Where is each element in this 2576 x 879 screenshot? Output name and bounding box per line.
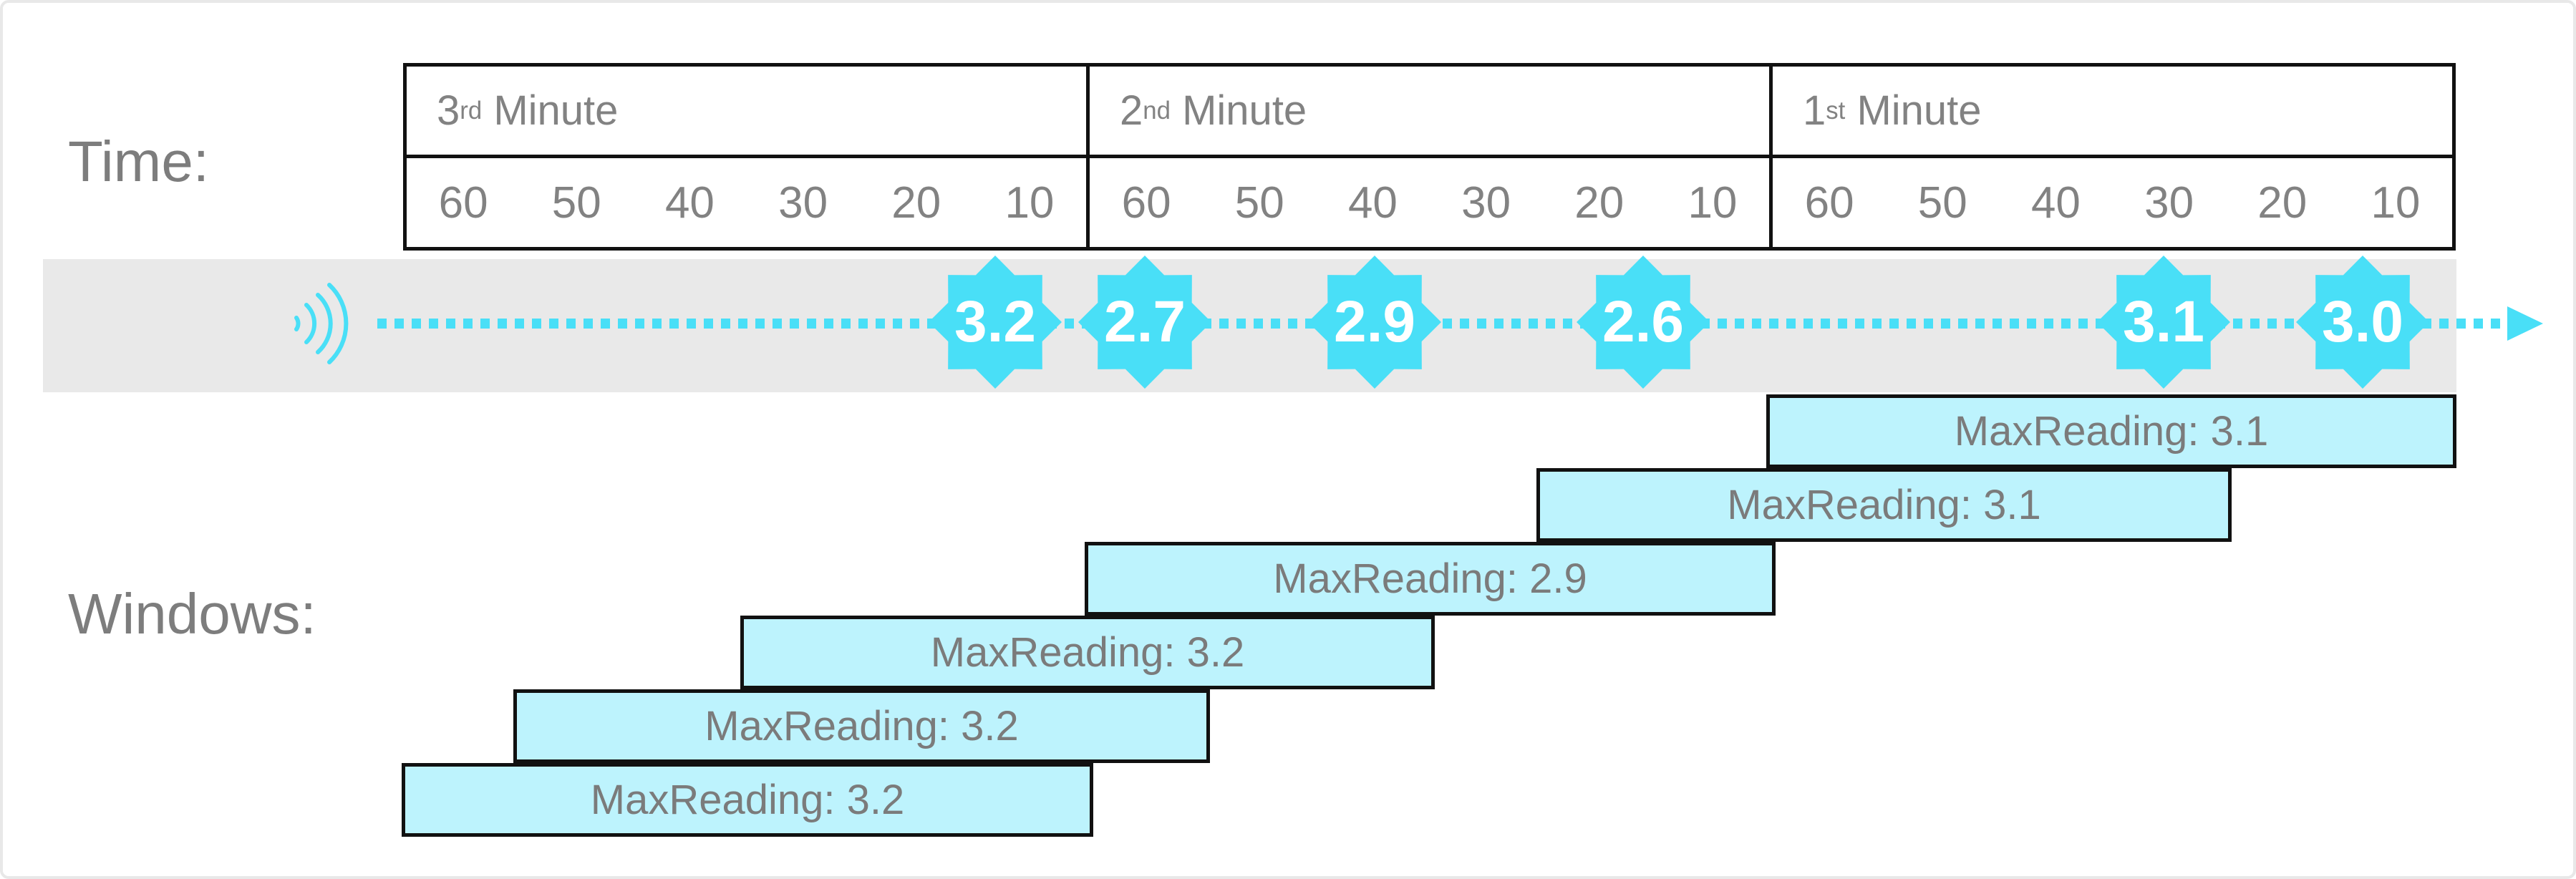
minute-word: Minute [482, 87, 619, 134]
tick-label: 20 [1574, 178, 1624, 228]
event-star: 2.9 [1308, 256, 1441, 389]
tick-label: 10 [1004, 178, 1055, 228]
window-bar: MaxReading: 3.1 [1536, 468, 2232, 542]
window-max-reading-label: MaxReading: 3.1 [1954, 408, 2269, 455]
minute-word: Minute [1845, 87, 1982, 134]
tick-label: 20 [2257, 178, 2308, 228]
tick-label: 40 [664, 178, 715, 228]
tick-label: 50 [1234, 178, 1284, 228]
window-bar: MaxReading: 2.9 [1085, 542, 1776, 616]
event-stream-arrow-icon [2507, 306, 2543, 341]
time-row-label: Time: [68, 130, 210, 193]
tick-label: 10 [2371, 178, 2421, 228]
minute-ordinal: 2 [1120, 87, 1143, 134]
tick-label: 40 [2030, 178, 2081, 228]
minute-ordinal: 1 [1803, 87, 1826, 134]
event-value: 3.1 [2123, 289, 2204, 354]
event-value: 3.2 [954, 289, 1036, 354]
tick-label: 20 [891, 178, 941, 228]
minute-tick-row: 60 50 40 30 20 10 [1090, 158, 1769, 247]
minute-tick-row: 60 50 40 30 20 10 [1773, 158, 2452, 247]
tick-label: 40 [1347, 178, 1398, 228]
window-bar: MaxReading: 3.2 [513, 689, 1210, 763]
window-bar: MaxReading: 3.1 [1766, 394, 2456, 468]
window-max-reading-label: MaxReading: 3.2 [590, 777, 905, 823]
tick-label: 60 [438, 178, 488, 228]
tick-label: 60 [1804, 178, 1854, 228]
event-value: 2.9 [1334, 289, 1415, 354]
event-star: 3.1 [2097, 256, 2230, 389]
event-star: 2.6 [1577, 256, 1710, 389]
window-max-reading-label: MaxReading: 2.9 [1273, 555, 1587, 602]
window-max-reading-label: MaxReading: 3.1 [1727, 482, 2041, 528]
event-star: 3.2 [929, 256, 1062, 389]
tick-label: 50 [551, 178, 601, 228]
windows-row-label: Windows: [68, 582, 316, 646]
minute-ordinal: 3 [437, 87, 460, 134]
tick-label: 60 [1121, 178, 1171, 228]
event-star: 2.7 [1078, 256, 1211, 389]
minute-tick-row: 60 50 40 30 20 10 [407, 158, 1086, 247]
event-star: 3.0 [2296, 256, 2429, 389]
window-bar: MaxReading: 3.2 [740, 616, 1435, 689]
tick-label: 30 [778, 178, 828, 228]
event-value: 3.0 [2322, 289, 2403, 354]
tick-label: 30 [2144, 178, 2194, 228]
window-max-reading-label: MaxReading: 3.2 [704, 703, 1019, 749]
tick-label: 30 [1461, 178, 1511, 228]
window-max-reading-label: MaxReading: 3.2 [930, 629, 1245, 676]
window-bar: MaxReading: 3.2 [402, 763, 1093, 837]
sound-waves-icon [294, 283, 349, 364]
tick-label: 50 [1917, 178, 1967, 228]
event-value: 2.6 [1602, 289, 1684, 354]
minute-word: Minute [1170, 87, 1307, 134]
event-value: 2.7 [1104, 289, 1186, 354]
tick-label: 10 [1688, 178, 1738, 228]
event-stream-dotted-line [377, 319, 2509, 329]
